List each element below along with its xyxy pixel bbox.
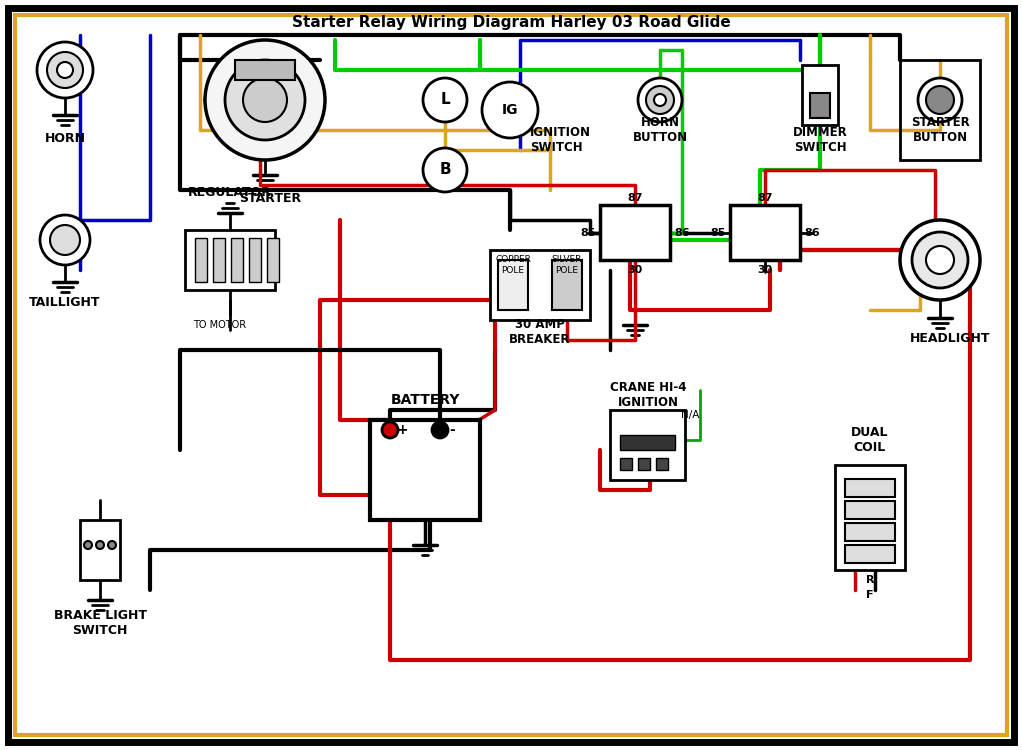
Text: 85: 85 [710,228,726,238]
Circle shape [482,82,538,138]
Bar [370,420,480,520]
Circle shape [646,86,673,114]
Text: 87: 87 [628,193,643,203]
Text: 30 AMP
BREAKER: 30 AMP BREAKER [509,318,570,346]
Circle shape [432,422,448,438]
Circle shape [37,42,93,98]
Text: 86: 86 [804,228,820,238]
Circle shape [654,94,666,106]
Text: HEADLIGHT: HEADLIGHT [910,332,990,344]
Text: -: - [449,423,455,437]
Text: N/A: N/A [681,410,699,420]
Bar [195,238,207,282]
Bar [845,523,895,541]
Text: R: R [866,575,874,585]
Bar [185,230,275,290]
Bar [80,520,120,580]
Bar [845,479,895,497]
Circle shape [926,246,954,274]
Text: DUAL
COIL: DUAL COIL [851,426,889,454]
Circle shape [84,541,92,549]
Text: TO MOTOR: TO MOTOR [193,320,246,330]
Bar [638,458,650,470]
Bar [620,435,675,450]
Bar [610,410,685,480]
Text: L: L [440,92,450,107]
Text: 86: 86 [675,228,690,238]
Bar [490,250,590,320]
Bar [845,501,895,519]
Text: 85: 85 [580,228,596,238]
Bar [231,238,243,282]
Text: STARTER: STARTER [239,191,301,205]
Text: IGNITION
SWITCH: IGNITION SWITCH [530,126,591,154]
Circle shape [47,52,83,88]
Bar [600,205,670,260]
Bar [498,260,528,310]
Text: CRANE HI-4
IGNITION: CRANE HI-4 IGNITION [610,381,686,409]
Circle shape [225,60,305,140]
Text: BATTERY: BATTERY [390,393,460,407]
Circle shape [912,232,968,288]
Circle shape [40,215,90,265]
Text: IG: IG [502,103,518,117]
Text: Starter Relay Wiring Diagram Harley 03 Road Glide: Starter Relay Wiring Diagram Harley 03 R… [291,14,731,29]
Bar [845,545,895,563]
Circle shape [50,225,80,255]
Circle shape [108,541,117,549]
Text: B: B [439,163,451,178]
Circle shape [96,541,104,549]
Text: HORN
BUTTON: HORN BUTTON [633,116,688,144]
Circle shape [900,220,980,300]
Bar [620,458,632,470]
Text: TAILLIGHT: TAILLIGHT [30,296,101,308]
Circle shape [918,78,962,122]
Circle shape [423,148,467,192]
Text: DIMMER
SWITCH: DIMMER SWITCH [793,126,847,154]
Text: 87: 87 [757,193,773,203]
Bar [810,93,830,118]
Circle shape [57,62,73,78]
Bar [900,60,980,160]
Bar [802,65,838,125]
Text: SILVER
POLE: SILVER POLE [552,255,583,274]
Text: F: F [867,590,874,600]
Text: 30: 30 [757,265,773,275]
Bar [656,458,668,470]
Circle shape [382,422,398,438]
Circle shape [638,78,682,122]
Circle shape [205,40,325,160]
Bar [835,465,905,570]
Text: STARTER
BUTTON: STARTER BUTTON [911,116,970,144]
Bar [730,205,800,260]
Circle shape [243,78,287,122]
Bar [267,238,279,282]
Text: +: + [397,423,408,437]
Text: HORN: HORN [45,131,86,145]
Bar [235,60,295,80]
Bar [552,260,582,310]
Circle shape [926,86,954,114]
Text: 30: 30 [628,265,643,275]
Text: COPPER
POLE: COPPER POLE [495,255,531,274]
Text: REGULATOR: REGULATOR [188,185,272,199]
Bar [249,238,261,282]
Bar [213,238,225,282]
Text: BRAKE LIGHT
SWITCH: BRAKE LIGHT SWITCH [53,609,146,637]
Circle shape [423,78,467,122]
